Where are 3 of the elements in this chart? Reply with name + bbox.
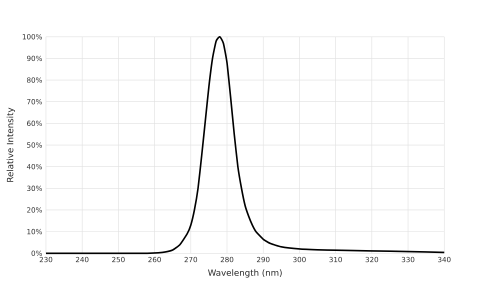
y-axis-title: Relative Intensity [6, 108, 16, 182]
x-axis-title: Wavelength (nm) [208, 269, 282, 278]
line-series [45, 36, 446, 254]
